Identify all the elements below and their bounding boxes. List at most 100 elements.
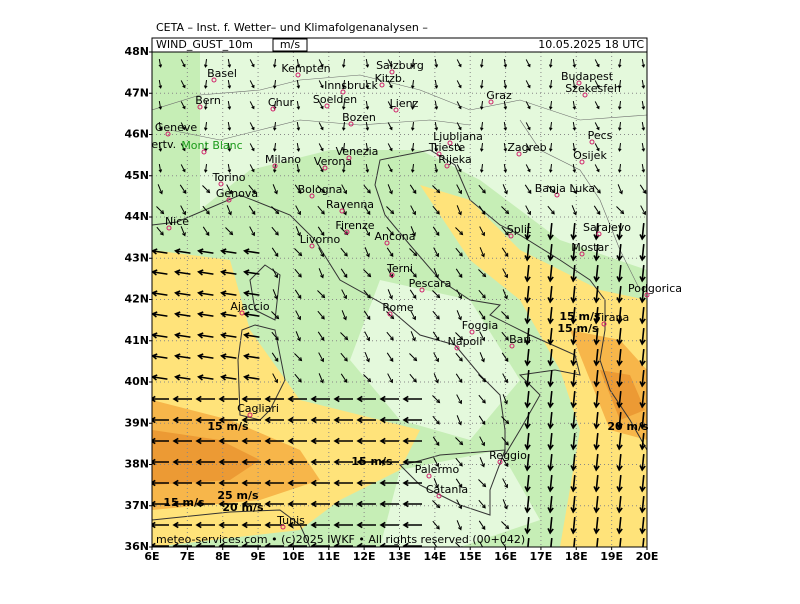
wind-arrow xyxy=(227,163,232,173)
wind-arrow xyxy=(264,437,284,445)
wind-arrow xyxy=(503,79,508,89)
wind-arrow xyxy=(432,541,440,547)
wind-label: 15 m/s xyxy=(207,420,249,433)
wind-arrow xyxy=(570,516,577,535)
lat-label: 40N xyxy=(124,375,149,388)
wind-arrow xyxy=(432,331,440,341)
wind-arrow xyxy=(639,516,646,535)
wind-arrow xyxy=(432,226,440,236)
wind-label: 15 m/s xyxy=(163,496,205,509)
wind-arrow xyxy=(456,101,462,110)
wind-arrow xyxy=(570,369,577,388)
wind-arrow xyxy=(432,310,440,320)
wind-arrow xyxy=(593,264,600,283)
wind-arrow xyxy=(455,457,463,467)
city-label: Reggio xyxy=(489,449,527,462)
wind-arrow xyxy=(249,59,255,68)
wind-arrow xyxy=(525,122,531,131)
lon-label: 9E xyxy=(250,550,265,563)
wind-arrow xyxy=(433,478,439,489)
city-label: Tirana xyxy=(594,311,629,324)
wind-arrow xyxy=(593,411,600,430)
wind-arrow xyxy=(432,290,441,299)
wind-arrow xyxy=(152,479,169,487)
wind-arrow xyxy=(547,185,556,194)
city-dot xyxy=(226,197,232,203)
wind-arrow xyxy=(501,541,509,547)
wind-arrow xyxy=(455,268,463,278)
wind-arrow xyxy=(410,100,415,110)
wind-arrow xyxy=(294,373,302,383)
wind-arrow xyxy=(616,369,623,388)
wind-arrow xyxy=(152,353,168,360)
wind-arrow xyxy=(226,184,233,195)
lon-label: 7E xyxy=(180,550,195,563)
wind-arrow xyxy=(596,537,599,547)
wind-arrow xyxy=(341,100,346,110)
wind-arrows xyxy=(152,58,647,547)
wind-arrow xyxy=(455,478,463,488)
wind-arrow xyxy=(340,373,348,383)
city-label: Graz xyxy=(486,89,512,102)
wind-arrow xyxy=(226,205,232,216)
wind-arrow xyxy=(295,331,301,342)
wind-arrow xyxy=(616,306,623,325)
wind-arrow xyxy=(547,474,554,493)
wind-arrow xyxy=(434,58,439,68)
lon-label: 8E xyxy=(215,550,230,563)
wind-arrow xyxy=(456,289,463,300)
city-label: Budapest xyxy=(561,70,614,83)
city-dot xyxy=(346,155,352,161)
wind-arrow xyxy=(220,311,237,318)
wind-arrow xyxy=(456,415,462,426)
wind-arrow xyxy=(356,458,376,466)
wind-arrow xyxy=(502,478,509,489)
wind-arrow xyxy=(641,142,646,152)
wind-arrow xyxy=(249,143,255,152)
wind-arrow xyxy=(340,352,348,362)
axes: 48N 47N 46N 45N 44N 43N 42N 41N 40N 39N 38N 37N 36N6… xyxy=(124,45,658,563)
field-calm xyxy=(200,52,647,270)
wind-arrow xyxy=(387,373,394,384)
wind-arrow xyxy=(310,521,330,529)
wind-arrow xyxy=(203,79,208,89)
city-dot xyxy=(201,149,207,155)
wind-arrow xyxy=(294,353,303,362)
wind-arrow xyxy=(572,121,577,131)
wind-arrow xyxy=(379,521,399,529)
wind-arrow xyxy=(333,437,353,445)
wind-arrow xyxy=(157,184,163,195)
wind-arrow xyxy=(639,285,646,304)
wind-arrow xyxy=(433,247,440,258)
wind-arrow xyxy=(639,184,647,194)
wind-arrow xyxy=(152,437,169,445)
wind-arrow xyxy=(550,537,553,547)
wind-arrow xyxy=(501,521,510,530)
wind-arrow xyxy=(547,243,554,262)
lon-label: 14E xyxy=(423,550,446,563)
wind-arrow xyxy=(432,205,440,215)
wind-arrow xyxy=(479,541,484,547)
overflow-labels: Podgorica xyxy=(628,282,682,298)
city-dot xyxy=(509,343,515,349)
wind-arrow xyxy=(365,121,370,131)
wind-arrow xyxy=(218,521,238,529)
wind-arrow xyxy=(570,327,577,346)
wind-arrow xyxy=(619,537,622,547)
wind-arrow xyxy=(379,395,399,403)
wind-arrow xyxy=(272,79,277,89)
city-label: Firenze xyxy=(335,219,374,232)
wind-arrow xyxy=(525,164,531,173)
coastlines xyxy=(152,149,647,547)
wind-arrow xyxy=(547,306,554,325)
wind-arrow xyxy=(594,164,600,173)
wind-arrow xyxy=(570,264,577,283)
wind-arrow xyxy=(479,436,486,447)
wind-arrow xyxy=(616,348,623,367)
wind-arrow xyxy=(432,395,441,404)
wind-arrow xyxy=(287,416,307,424)
city-dot xyxy=(344,229,350,235)
wind-arrow xyxy=(432,436,440,446)
wind-arrow xyxy=(243,353,260,360)
